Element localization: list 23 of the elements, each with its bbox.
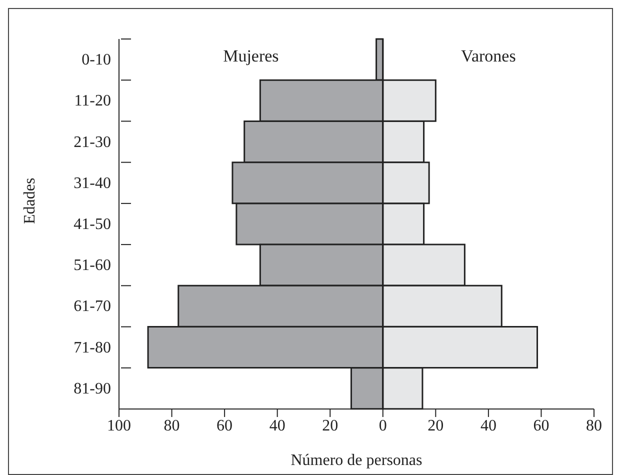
series-label: Mujeres: [223, 46, 279, 66]
y-tick-label: 31-40: [74, 174, 111, 192]
x-tick-label: 80: [586, 417, 602, 434]
x-tick-label: 20: [428, 417, 444, 434]
y-tick-label: 61-70: [74, 298, 111, 316]
x-axis-title: Número de personas: [290, 452, 422, 469]
y-tick-label: 81-90: [74, 380, 111, 398]
x-tick-label: 100: [107, 417, 131, 434]
y-tick-label: 0-10: [82, 52, 111, 69]
x-tick-label: 20: [322, 417, 338, 434]
y-axis-title: Edades: [22, 178, 39, 224]
x-tick-label: 60: [216, 417, 233, 434]
y-tick-label: 11-20: [74, 92, 111, 110]
y-tick-label: 71-80: [74, 339, 111, 356]
y-tick-label: 41-50: [74, 216, 111, 233]
y-tick-label: 21-30: [74, 134, 111, 151]
x-tick-label: 80: [164, 417, 180, 434]
x-tick-label: 0: [378, 417, 387, 434]
y-tick-label: 51-60: [74, 257, 111, 274]
x-tick-label: 60: [533, 417, 550, 434]
x-tick-label: 40: [269, 417, 286, 434]
series-label: Varones: [461, 46, 516, 66]
x-tick-label: 40: [480, 417, 496, 434]
